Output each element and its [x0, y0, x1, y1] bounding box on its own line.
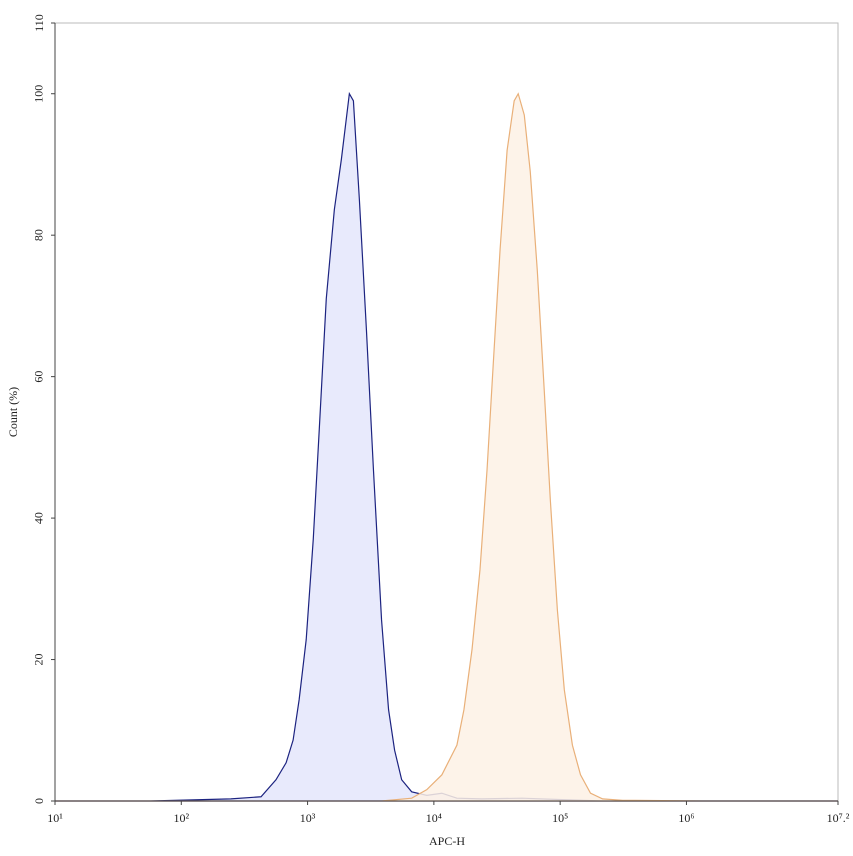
y-tick-label: 40 — [32, 512, 46, 524]
x-tick-label: 10⁷.² — [827, 811, 850, 825]
y-tick-label: 0 — [32, 798, 46, 804]
y-tick-label: 100 — [32, 85, 46, 103]
plot-layer — [55, 91, 838, 802]
histogram-area — [55, 91, 838, 802]
x-tick-label: 10⁶ — [678, 811, 694, 825]
plot-frame — [54, 22, 839, 802]
x-tick-label: 10⁵ — [552, 811, 568, 825]
y-tick-label: 110 — [32, 14, 46, 32]
y-tick-label: 20 — [32, 654, 46, 666]
x-tick-label: 10² — [173, 811, 189, 825]
x-tick-label: 10³ — [300, 811, 316, 825]
y-tick-label: 60 — [32, 371, 46, 383]
histogram-area — [55, 92, 838, 802]
x-axis-label: APC-H — [429, 834, 465, 848]
y-tick-label: 80 — [32, 229, 46, 241]
x-tick-label: 10¹ — [47, 811, 63, 825]
y-axis-label: Count (%) — [6, 387, 20, 437]
x-tick-label: 10⁴ — [426, 811, 442, 825]
